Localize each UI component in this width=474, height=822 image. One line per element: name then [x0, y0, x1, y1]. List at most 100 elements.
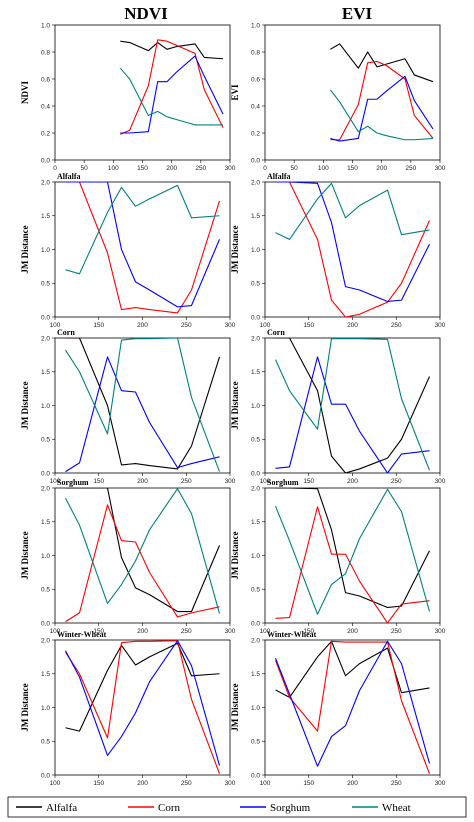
y-tick-label: 1.0 — [251, 553, 260, 560]
series-line-sorghum — [275, 356, 430, 473]
series-line-alfalfa — [65, 338, 221, 470]
y-tick-label: 2.0 — [41, 335, 50, 342]
x-tick-label: 200 — [137, 628, 148, 635]
series-line-corn — [275, 182, 431, 317]
series-line-alfalfa — [275, 338, 431, 473]
chart-panel-10: 100 150 200 250 300 0.0 0.5 1.0 1.5 2.0 JM Distanc… — [230, 630, 446, 787]
x-tick-label: 250 — [391, 780, 402, 787]
x-tick-label: 100 — [260, 628, 271, 635]
x-tick-label: 0 — [53, 165, 57, 172]
chart-panels: 0 50 100 150 200 250 300 0.0 0.2 0.4 0.6 0.8 1.0 NDVI… — [20, 22, 446, 787]
x-tick-label: 200 — [137, 780, 148, 787]
y-tick-label: 0.5 — [251, 739, 260, 746]
x-tick-label: 50 — [291, 165, 299, 172]
y-tick-label: 1.5 — [41, 213, 50, 220]
chart-panel-3: 100 150 200 250 300 0.0 0.5 1.0 1.5 2.0 JM Distanc… — [20, 172, 236, 329]
panel-label: Corn — [57, 328, 75, 337]
series-line-sorghum — [330, 75, 434, 142]
series-line-sorghum — [275, 182, 430, 303]
x-tick-label: 50 — [81, 165, 89, 172]
chart-panel-5: 100 150 200 250 300 0.0 0.5 1.0 1.5 2.0 JM Distanc… — [20, 328, 236, 485]
series-line-alfalfa — [275, 488, 430, 609]
x-tick-label: 100 — [50, 780, 61, 787]
x-tick-label: 150 — [137, 165, 148, 172]
y-axis-label: EVI — [230, 84, 240, 101]
series-line-wheat — [275, 182, 430, 240]
panel-label: Sorghum — [57, 478, 89, 487]
y-tick-label: 0.5 — [251, 437, 260, 444]
series-line-wheat — [274, 488, 431, 615]
x-tick-label: 300 — [435, 322, 446, 329]
panel-label: Sorghum — [267, 478, 299, 487]
y-tick-label: 0.0 — [41, 772, 50, 779]
y-tick-label: 0.0 — [251, 772, 260, 779]
series-line-wheat — [329, 89, 434, 141]
x-tick-label: 250 — [195, 165, 206, 172]
y-tick-label: 2.0 — [251, 335, 260, 342]
x-tick-label: 150 — [303, 322, 314, 329]
x-tick-label: 300 — [435, 628, 446, 635]
y-axis-label: JM Distance — [20, 531, 30, 579]
legend-label-corn: Corn — [158, 802, 181, 814]
x-tick-label: 300 — [435, 478, 446, 485]
chart-panel-1: 0 50 100 150 200 250 300 0.0 0.2 0.4 0.6 0.8 1.0 NDVI — [20, 22, 236, 172]
series-line-wheat — [65, 488, 221, 614]
legend-label-sorghum: Sorghum — [270, 802, 311, 814]
y-tick-label: 2.0 — [41, 179, 50, 186]
y-tick-label: 0.0 — [251, 620, 260, 627]
y-tick-label: 0.8 — [251, 49, 260, 56]
x-tick-label: 300 — [225, 628, 236, 635]
y-axis-label: JM Distance — [20, 381, 30, 429]
y-tick-label: 1.5 — [41, 671, 50, 678]
series-line-alfalfa — [275, 640, 430, 698]
x-tick-label: 100 — [260, 322, 271, 329]
y-tick-label: 0.0 — [251, 470, 260, 477]
series-line-alfalfa — [330, 43, 434, 83]
legend-label-alfalfa: Alfalfa — [46, 802, 77, 814]
series-line-corn — [274, 640, 431, 774]
y-tick-label: 0.5 — [251, 281, 260, 288]
series-line-wheat — [65, 184, 220, 275]
x-tick-label: 200 — [137, 322, 148, 329]
x-tick-label: 150 — [93, 628, 104, 635]
y-tick-label: 1.0 — [41, 247, 50, 254]
x-tick-label: 200 — [347, 478, 358, 485]
chart-panel-8: 100 150 200 250 300 0.0 0.5 1.0 1.5 2.0 JM Distanc… — [230, 478, 446, 635]
y-tick-label: 0.5 — [41, 281, 50, 288]
y-tick-label: 1.0 — [41, 553, 50, 560]
legend-box — [7, 796, 467, 818]
y-tick-label: 1.0 — [41, 22, 50, 29]
panel-label: Winter-Wheat — [57, 630, 107, 639]
y-tick-label: 0.0 — [251, 157, 260, 164]
y-tick-label: 0.0 — [41, 314, 50, 321]
x-tick-label: 100 — [50, 478, 61, 485]
x-tick-label: 300 — [225, 780, 236, 787]
y-tick-label: 1.0 — [251, 403, 260, 410]
y-axis-label: JM Distance — [230, 531, 240, 579]
x-tick-label: 100 — [50, 322, 61, 329]
y-tick-label: 0.2 — [41, 130, 50, 137]
series-line-corn — [275, 506, 430, 623]
x-tick-label: 200 — [347, 322, 358, 329]
x-tick-label: 200 — [347, 628, 358, 635]
panel-label: Corn — [267, 328, 285, 337]
series-line-alfalfa — [65, 488, 221, 613]
legend: Alfalfa Corn Sorghum Wheat — [7, 796, 467, 818]
series-line-sorghum — [120, 55, 224, 134]
y-tick-label: 0.5 — [251, 587, 260, 594]
y-tick-label: 1.5 — [251, 369, 260, 376]
series-line-sorghum — [274, 640, 431, 767]
series-line-sorghum — [65, 182, 221, 308]
x-tick-label: 250 — [391, 478, 402, 485]
series-line-corn — [65, 504, 220, 623]
x-tick-label: 250 — [391, 628, 402, 635]
series-line-sorghum — [65, 356, 220, 473]
x-tick-label: 100 — [50, 628, 61, 635]
plot-frame — [264, 181, 441, 318]
y-tick-label: 1.0 — [251, 247, 260, 254]
y-tick-label: 0.5 — [41, 739, 50, 746]
y-tick-label: 0.2 — [251, 130, 260, 137]
plot-frame — [54, 24, 231, 161]
x-tick-label: 300 — [225, 165, 236, 172]
